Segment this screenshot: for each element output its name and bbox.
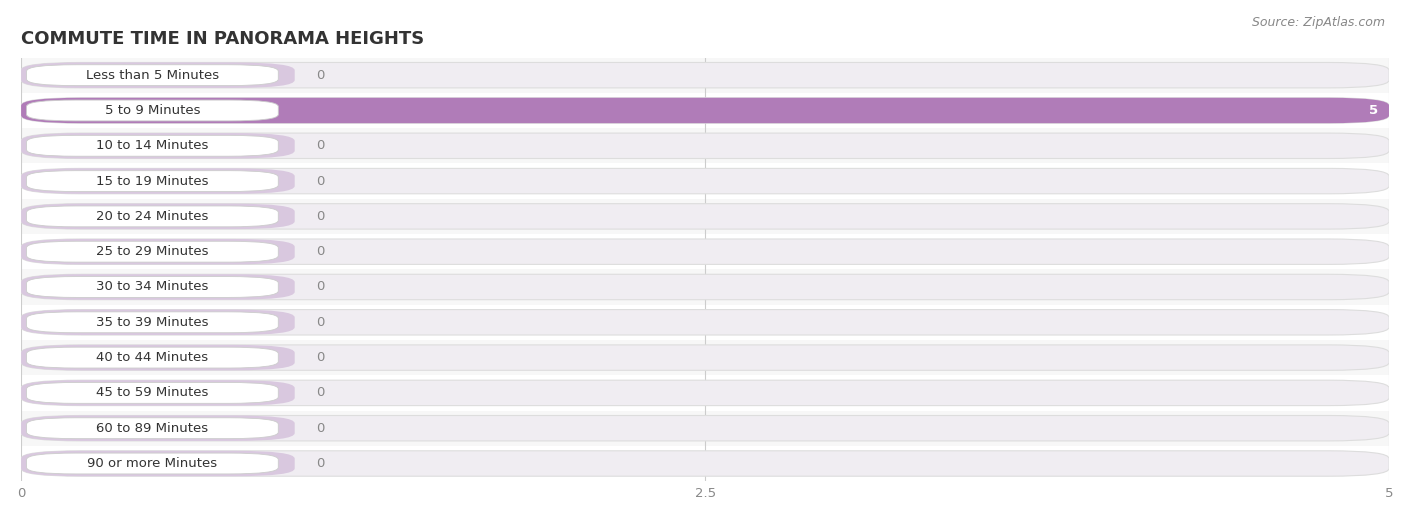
- Text: 5: 5: [1369, 104, 1378, 117]
- Text: 0: 0: [316, 457, 325, 470]
- FancyBboxPatch shape: [21, 274, 295, 300]
- Text: 20 to 24 Minutes: 20 to 24 Minutes: [96, 210, 208, 223]
- FancyBboxPatch shape: [21, 98, 1389, 123]
- Text: 30 to 34 Minutes: 30 to 34 Minutes: [96, 280, 208, 293]
- Text: COMMUTE TIME IN PANORAMA HEIGHTS: COMMUTE TIME IN PANORAMA HEIGHTS: [21, 30, 425, 48]
- FancyBboxPatch shape: [21, 304, 1389, 340]
- Text: 0: 0: [316, 245, 325, 258]
- Text: 45 to 59 Minutes: 45 to 59 Minutes: [96, 386, 208, 400]
- FancyBboxPatch shape: [21, 380, 295, 406]
- FancyBboxPatch shape: [21, 163, 1389, 199]
- FancyBboxPatch shape: [27, 100, 278, 121]
- FancyBboxPatch shape: [21, 376, 1389, 411]
- FancyBboxPatch shape: [27, 206, 278, 227]
- FancyBboxPatch shape: [21, 415, 295, 441]
- FancyBboxPatch shape: [21, 234, 1389, 269]
- FancyBboxPatch shape: [27, 418, 278, 439]
- FancyBboxPatch shape: [21, 274, 1389, 300]
- FancyBboxPatch shape: [21, 239, 295, 265]
- FancyBboxPatch shape: [21, 199, 1389, 234]
- FancyBboxPatch shape: [21, 203, 1389, 229]
- FancyBboxPatch shape: [21, 58, 1389, 93]
- Text: Less than 5 Minutes: Less than 5 Minutes: [86, 69, 219, 82]
- FancyBboxPatch shape: [21, 93, 1389, 128]
- Text: 40 to 44 Minutes: 40 to 44 Minutes: [97, 351, 208, 364]
- FancyBboxPatch shape: [21, 98, 1389, 123]
- Text: 90 or more Minutes: 90 or more Minutes: [87, 457, 218, 470]
- FancyBboxPatch shape: [27, 241, 278, 262]
- FancyBboxPatch shape: [21, 446, 1389, 481]
- FancyBboxPatch shape: [27, 382, 278, 403]
- FancyBboxPatch shape: [27, 135, 278, 156]
- FancyBboxPatch shape: [21, 239, 1389, 265]
- FancyBboxPatch shape: [21, 133, 295, 158]
- Text: 10 to 14 Minutes: 10 to 14 Minutes: [96, 139, 208, 152]
- Text: 0: 0: [316, 280, 325, 293]
- FancyBboxPatch shape: [21, 62, 1389, 88]
- Text: Source: ZipAtlas.com: Source: ZipAtlas.com: [1251, 16, 1385, 29]
- FancyBboxPatch shape: [21, 62, 295, 88]
- FancyBboxPatch shape: [21, 380, 1389, 406]
- Text: 0: 0: [316, 175, 325, 188]
- Text: 0: 0: [316, 139, 325, 152]
- FancyBboxPatch shape: [21, 415, 1389, 441]
- FancyBboxPatch shape: [21, 345, 1389, 370]
- FancyBboxPatch shape: [21, 133, 1389, 158]
- Text: 0: 0: [316, 351, 325, 364]
- FancyBboxPatch shape: [21, 310, 295, 335]
- FancyBboxPatch shape: [21, 451, 1389, 476]
- Text: 5 to 9 Minutes: 5 to 9 Minutes: [104, 104, 200, 117]
- FancyBboxPatch shape: [21, 168, 295, 194]
- FancyBboxPatch shape: [21, 269, 1389, 304]
- FancyBboxPatch shape: [21, 411, 1389, 446]
- FancyBboxPatch shape: [21, 168, 1389, 194]
- Text: 60 to 89 Minutes: 60 to 89 Minutes: [97, 422, 208, 435]
- Text: 15 to 19 Minutes: 15 to 19 Minutes: [96, 175, 208, 188]
- FancyBboxPatch shape: [27, 347, 278, 368]
- FancyBboxPatch shape: [27, 312, 278, 333]
- FancyBboxPatch shape: [27, 453, 278, 474]
- Text: 25 to 29 Minutes: 25 to 29 Minutes: [96, 245, 208, 258]
- FancyBboxPatch shape: [27, 170, 278, 191]
- Text: 0: 0: [316, 422, 325, 435]
- Text: 0: 0: [316, 210, 325, 223]
- Text: 0: 0: [316, 316, 325, 329]
- Text: 35 to 39 Minutes: 35 to 39 Minutes: [96, 316, 208, 329]
- Text: 0: 0: [316, 69, 325, 82]
- FancyBboxPatch shape: [21, 310, 1389, 335]
- FancyBboxPatch shape: [21, 345, 295, 370]
- Text: 0: 0: [316, 386, 325, 400]
- FancyBboxPatch shape: [21, 451, 295, 476]
- FancyBboxPatch shape: [27, 277, 278, 298]
- FancyBboxPatch shape: [27, 65, 278, 86]
- FancyBboxPatch shape: [21, 340, 1389, 376]
- FancyBboxPatch shape: [21, 128, 1389, 163]
- FancyBboxPatch shape: [21, 203, 295, 229]
